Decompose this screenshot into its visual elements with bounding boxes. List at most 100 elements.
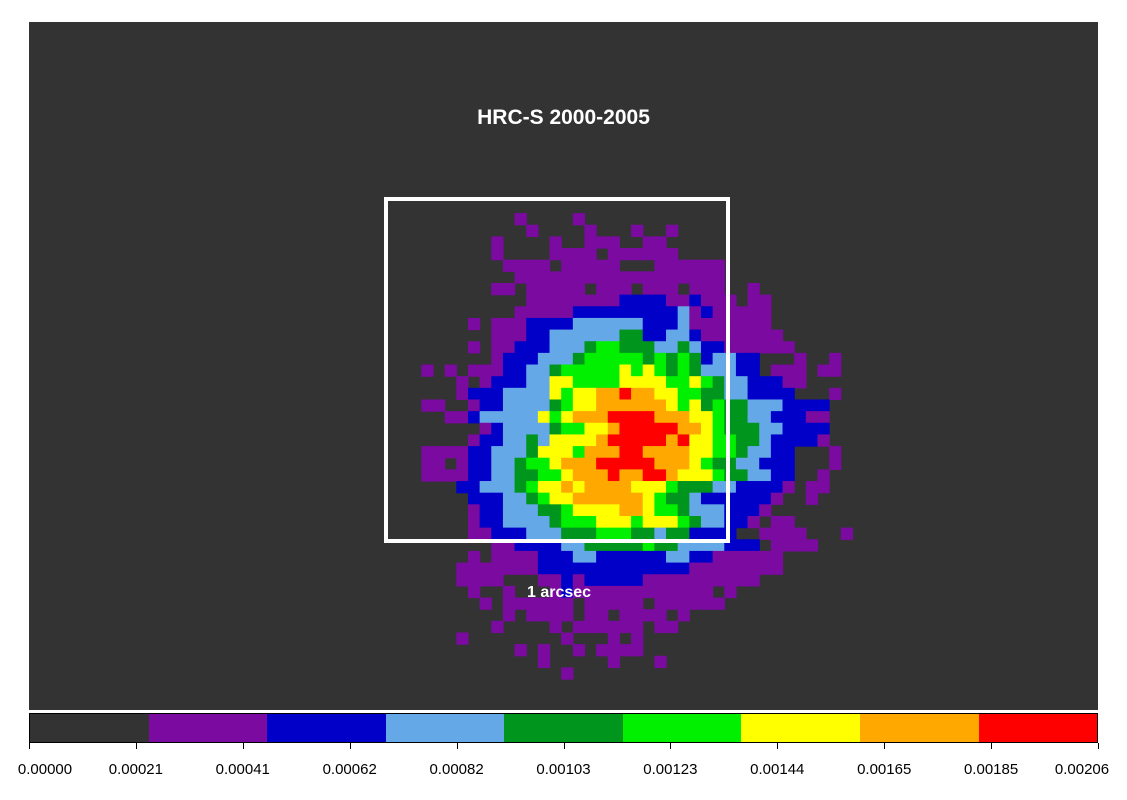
heatmap-pixel [619,609,632,622]
heatmap-pixel [526,364,539,377]
heatmap-pixel [619,422,632,436]
colorbar-tick [991,743,993,749]
heatmap-pixel [584,224,597,237]
heatmap-pixel [572,515,586,529]
heatmap-pixel [666,527,679,540]
heatmap-pixel [689,504,702,517]
colorbar-segment [504,714,623,742]
heatmap-pixel [537,574,551,587]
heatmap-pixel [502,446,516,459]
heatmap-pixel [631,446,644,459]
heatmap-pixel [829,457,842,470]
heatmap-pixel [526,282,539,296]
heatmap-pixel [619,317,632,331]
heatmap-pixel [666,364,679,377]
heatmap-pixel [677,504,690,517]
heatmap-pixel [712,515,725,529]
heatmap-pixel [526,457,539,470]
heatmap-pixel [631,632,644,645]
heatmap-pixel [607,259,621,272]
heatmap-pixel [491,504,504,517]
heatmap-pixel [502,562,516,575]
heatmap-pixel [666,352,679,366]
heatmap-pixel [596,585,609,599]
colorbar-tick-label: 0.00082 [429,761,484,778]
heatmap-pixel [514,562,527,575]
heatmap-pixel [619,527,632,540]
heatmap-pixel [549,597,562,610]
heatmap-pixel [817,434,830,447]
heatmap-pixel [619,411,632,424]
heatmap-pixel [631,411,644,424]
heatmap-pixel [747,515,760,529]
colorbar-tick-label: 0.00021 [108,761,163,778]
heatmap-pixel [607,422,621,436]
heatmap-pixel [666,306,679,319]
heatmap-pixel [666,562,679,575]
heatmap-pixel [526,341,539,354]
heatmap-pixel [759,376,772,389]
heatmap-pixel [700,387,714,401]
heatmap-pixel [561,515,574,529]
heatmap-pixel [689,422,702,436]
heatmap-pixel [596,597,609,610]
colorbar-tick [456,743,458,749]
heatmap-pixel [700,352,714,366]
heatmap-pixel [700,364,714,377]
heatmap-pixel [619,387,632,401]
heatmap-pixel [596,620,609,634]
heatmap-pixel [654,597,667,610]
heatmap-pixel [747,306,760,319]
heatmap-pixel [479,597,492,610]
heatmap-pixel [654,294,667,307]
heatmap-pixel [700,515,714,529]
heatmap-pixel [794,411,807,424]
heatmap-pixel [584,481,597,494]
heatmap-pixel [596,341,609,354]
heatmap-pixel [747,422,760,436]
heatmap-pixel [759,504,772,517]
heatmap-pixel [491,248,504,261]
heatmap-pixel [421,399,434,412]
heatmap-pixel [584,248,597,261]
heatmap-pixel [596,236,609,249]
heatmap-pixel [654,399,667,412]
heatmap-pixel [654,481,667,494]
heatmap-pixel [607,620,621,634]
heatmap-pixel [584,329,597,342]
heatmap-pixel [805,399,819,412]
heatmap-pixel [549,446,562,459]
heatmap-pixel [689,457,702,470]
heatmap-pixel [782,341,795,354]
heatmap-pixel [526,504,539,517]
heatmap-pixel [677,387,690,401]
heatmap-pixel [642,317,655,331]
heatmap-pixel [700,562,714,575]
heatmap-pixel [572,387,586,401]
heatmap-pixel [537,317,551,331]
heatmap-pixel [689,469,702,482]
heatmap-pixel [549,585,562,599]
heatmap-pixel [619,469,632,482]
heatmap-pixel [467,562,481,575]
heatmap-pixel [514,434,527,447]
heatmap-pixel [689,515,702,529]
heatmap-pixel [549,620,562,634]
heatmap-pixel [631,550,644,564]
heatmap-pixel [631,469,644,482]
colorbar-tick [135,743,137,749]
heatmap-pixel [770,422,784,436]
colorbar-segment [267,714,386,742]
heatmap-pixel [596,446,609,459]
heatmap-pixel [759,329,772,342]
heatmap-pixel [794,352,807,366]
heatmap-pixel [631,609,644,622]
heatmap-pixel [514,411,527,424]
heatmap-pixel [642,282,655,296]
heatmap-pixel [759,341,772,354]
heatmap-pixel [689,446,702,459]
heatmap-pixel [572,562,586,575]
heatmap-pixel [700,422,714,436]
heatmap-pixel [584,550,597,564]
heatmap-pixel [689,411,702,424]
